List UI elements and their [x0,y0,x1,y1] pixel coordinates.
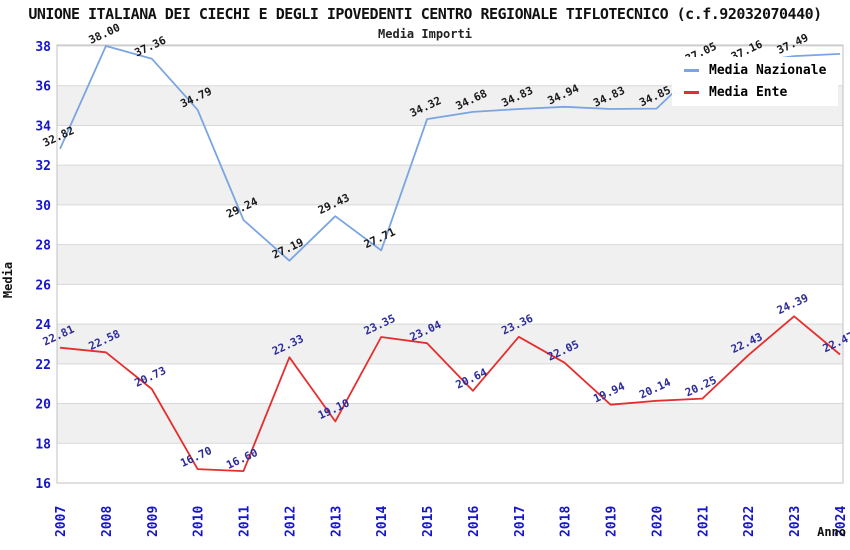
plot-border [56,44,844,484]
legend-marker-media-ente-icon [684,91,699,94]
x-tick-label: 2014 [375,506,390,537]
grid-band [57,284,843,325]
x-tick-label: 2012 [283,506,298,537]
y-tick-label: 16 [35,477,51,492]
x-tick-label: 2008 [100,506,115,537]
x-tick-label: 2010 [192,506,207,537]
y-tick-label: 22 [35,358,51,373]
legend-marker-media-nazionale-icon [684,69,699,72]
x-tick-label: 2023 [788,506,803,537]
grid-band [57,125,843,166]
x-tick-label: 2016 [467,506,482,537]
x-tick-label: 2011 [238,506,253,537]
legend-label-media-ente: Media Ente [709,85,788,100]
x-tick-label: 2015 [421,506,436,537]
y-tick-label: 30 [35,199,51,214]
grid-band [57,324,843,364]
x-tick-label: 2009 [146,506,161,537]
y-tick-label: 36 [35,80,51,95]
grid-band [57,403,843,444]
grid-band [57,244,843,285]
data-label: 38.00 [87,21,123,47]
y-tick-label: 34 [35,119,51,134]
x-tick-label: 2020 [650,506,665,537]
legend-label-media-nazionale: Media Nazionale [709,63,827,78]
grid-band [57,443,843,483]
x-tick-label: 2021 [696,506,711,537]
chart-title: UNIONE ITALIANA DEI CIECHI E DEGLI IPOVE… [28,5,822,23]
y-axis-title: Media [1,262,15,298]
y-tick-label: 18 [35,437,51,452]
x-tick-label: 2018 [559,506,574,537]
legend-item-media-nazionale: Media Nazionale [684,63,838,79]
legend-item-media-ente: Media Ente [684,85,838,101]
x-tick-label: 2013 [329,506,344,537]
x-tick-label: 2024 [834,506,849,537]
x-tick-label: 2007 [54,506,69,537]
x-tick-label: 2017 [513,506,528,537]
x-tick-label: 2022 [742,506,757,537]
x-axis-title: Anno [817,525,846,539]
grid-band [57,165,843,205]
series-line-media-ente [59,315,841,473]
y-tick-label: 24 [35,318,51,333]
legend: Media Nazionale Media Ente [672,57,838,106]
grid-band [57,363,843,404]
grid-band [57,204,843,245]
y-tick-label: 20 [35,398,51,413]
chart-subtitle: Media Importi [378,27,472,41]
y-tick-label: 26 [35,278,51,293]
y-tick-label: 28 [35,239,51,254]
y-tick-label: 38 [35,40,51,55]
y-tick-label: 32 [35,159,51,174]
x-tick-label: 2019 [605,506,620,537]
